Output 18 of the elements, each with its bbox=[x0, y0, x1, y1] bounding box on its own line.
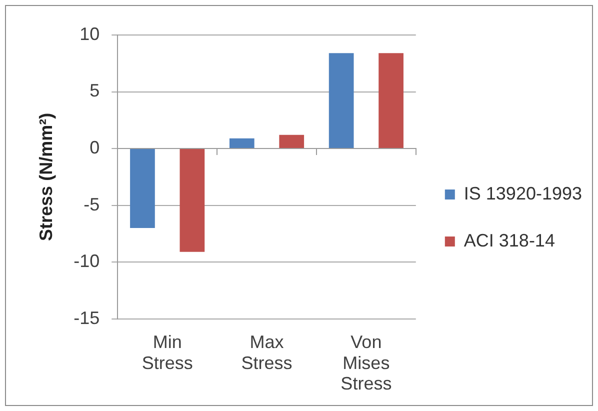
bar bbox=[229, 138, 254, 148]
bar bbox=[180, 149, 205, 252]
x-tick-label: Min Stress bbox=[142, 332, 193, 373]
x-tick-label: Von Mises Stress bbox=[340, 332, 392, 394]
legend-label: ACI 318-14 bbox=[464, 230, 555, 250]
bar bbox=[328, 53, 354, 148]
y-tick-label: -5 bbox=[84, 194, 100, 214]
bar bbox=[279, 134, 304, 148]
y-tick-label: 0 bbox=[90, 138, 100, 158]
y-tick-label: -10 bbox=[74, 251, 100, 272]
y-tick-label: 5 bbox=[90, 80, 100, 101]
bar bbox=[378, 53, 404, 148]
bar bbox=[130, 149, 155, 228]
y-axis-title: Stress (N/mm²) bbox=[36, 112, 56, 241]
y-tick-label: 10 bbox=[80, 24, 100, 44]
x-tick-label: Max Stress bbox=[241, 332, 292, 373]
y-tick-label: -15 bbox=[74, 308, 100, 328]
legend-label: IS 13920-1993 bbox=[464, 183, 582, 204]
